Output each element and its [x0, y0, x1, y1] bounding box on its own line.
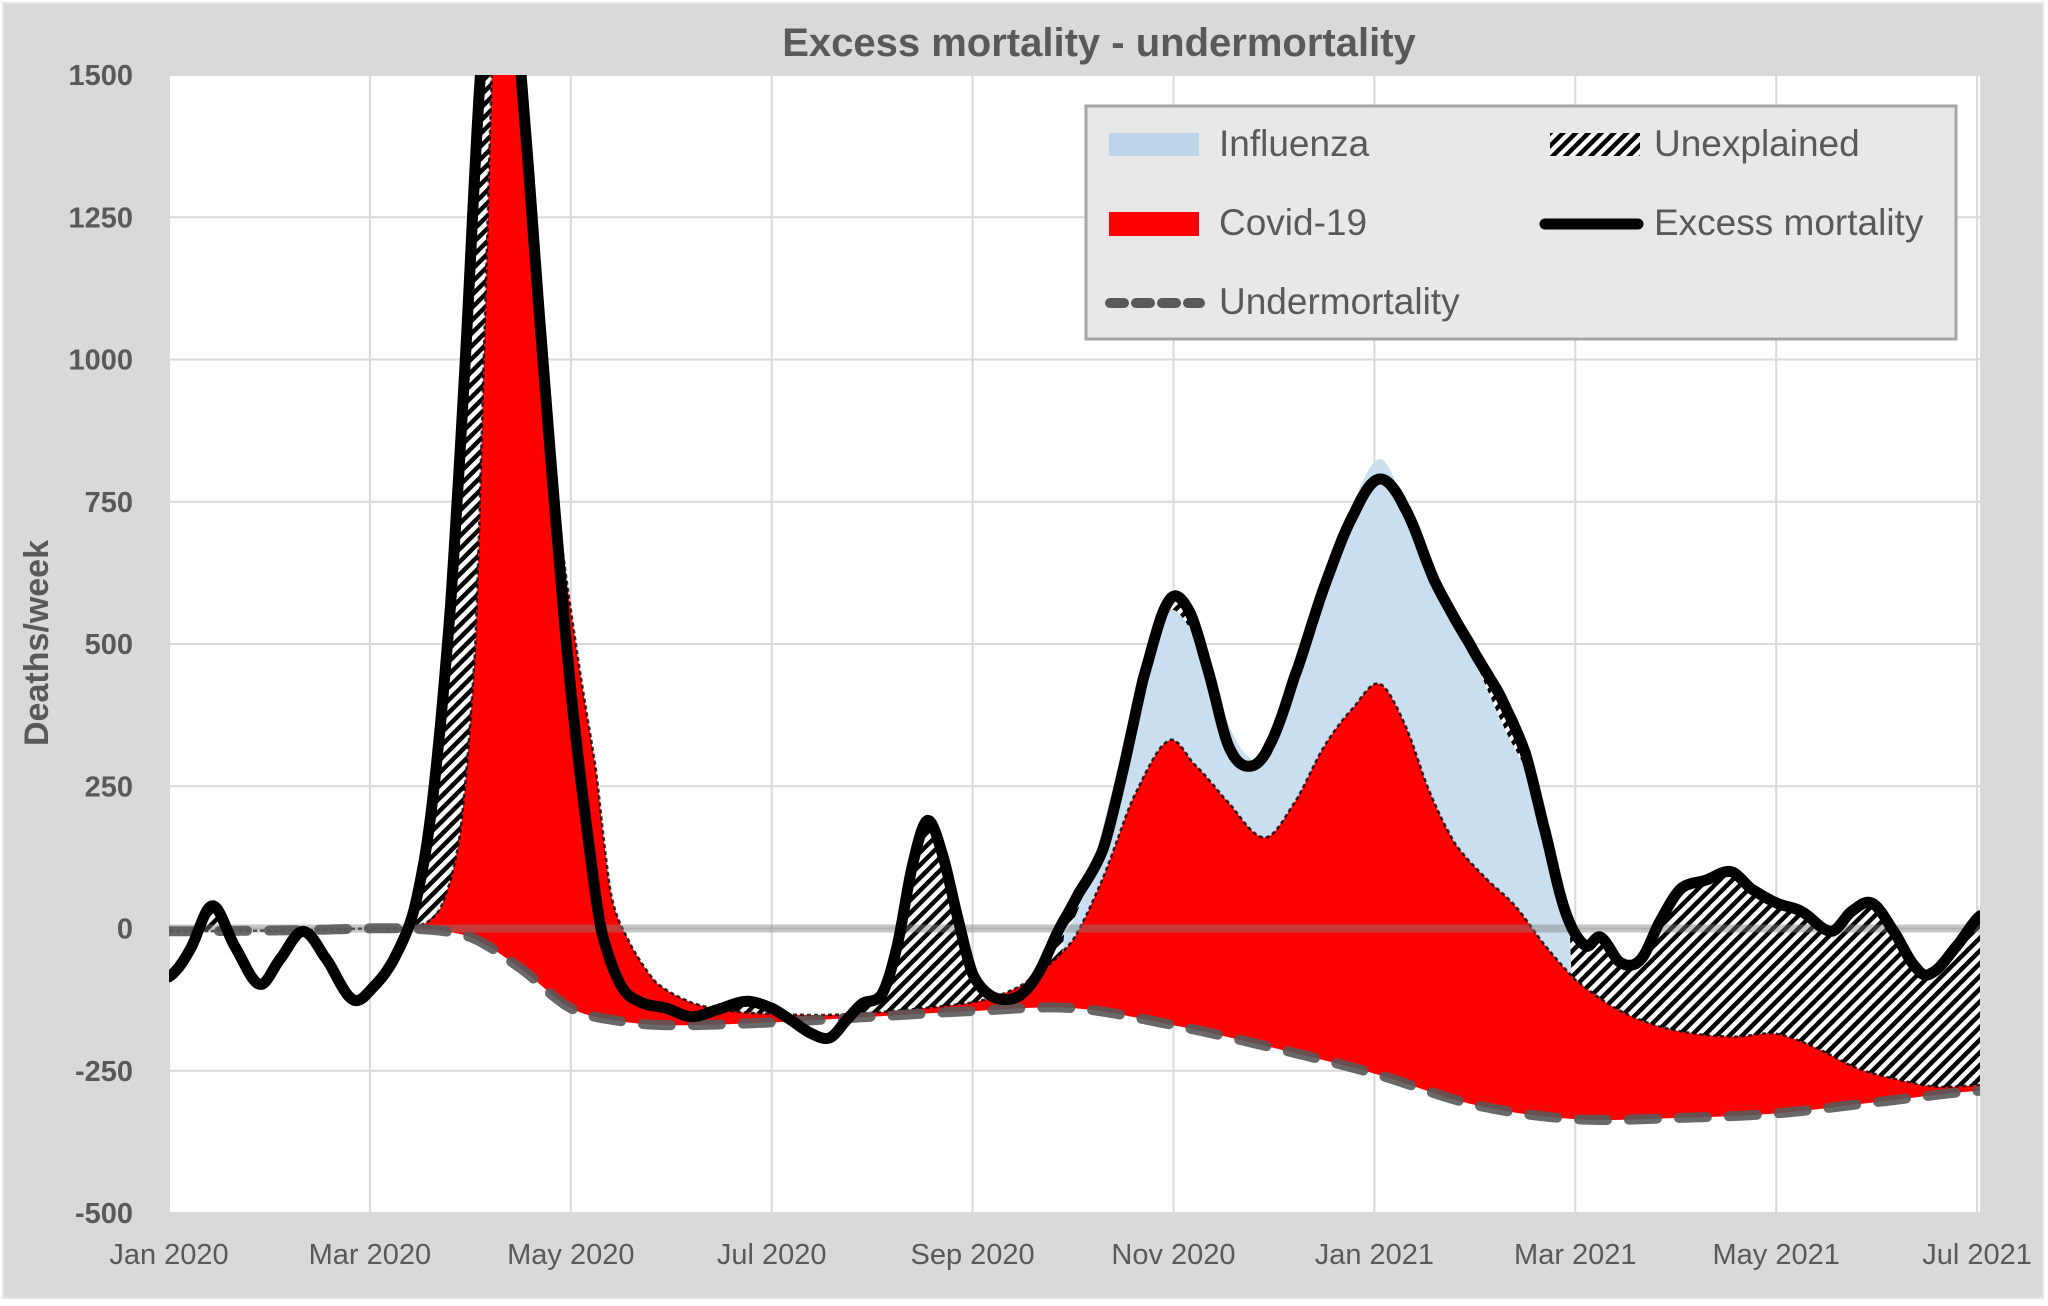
- y-tick-label: 250: [85, 771, 133, 803]
- y-axis-ticks: 1500 1250 1000 750 500 250 0 -250 -500: [68, 60, 133, 1230]
- x-tick-label: May 2020: [507, 1239, 634, 1271]
- y-tick-label: 1000: [68, 345, 133, 377]
- y-tick-label: -500: [75, 1198, 133, 1230]
- legend-label-unexplained: Unexplained: [1654, 123, 1860, 164]
- x-tick-label: May 2021: [1713, 1239, 1840, 1271]
- x-tick-label: Mar 2021: [1514, 1239, 1637, 1271]
- y-tick-label: -250: [75, 1056, 133, 1088]
- area-unexplained: [169, 75, 1980, 1087]
- legend-swatch-covid: [1109, 212, 1199, 236]
- legend-swatch-unexplained: [1550, 133, 1640, 156]
- y-tick-label: 750: [85, 487, 133, 519]
- area-series: [169, 75, 1980, 1120]
- x-axis-ticks: Jan 2020 Mar 2020 May 2020 Jul 2020 Sep 2020…: [109, 1239, 2032, 1271]
- y-tick-label: 1500: [68, 60, 133, 92]
- y-tick-label: 500: [85, 629, 133, 661]
- legend-label-under: Undermortality: [1219, 281, 1460, 322]
- area-covid: [169, 75, 1980, 1120]
- legend-box: [1084, 104, 1958, 341]
- legend-swatch-influenza: [1109, 133, 1199, 156]
- covid-edge: [169, 75, 1980, 1089]
- x-tick-label: Sep 2020: [911, 1239, 1035, 1271]
- chart-title: Excess mortality - undermortality: [782, 21, 1416, 65]
- legend-label-influenza: Influenza: [1219, 123, 1370, 164]
- area-influenza: [169, 75, 1980, 1087]
- legend: Influenza Unexplained Covid-19 Excess mo…: [1084, 104, 1958, 341]
- legend-label-covid: Covid-19: [1219, 202, 1367, 243]
- x-tick-label: Jul 2020: [717, 1239, 827, 1271]
- line-undermortality: [169, 923, 1980, 1125]
- line-series: [169, 75, 1980, 1125]
- y-axis-label: Deaths/week: [18, 540, 56, 746]
- legend-label-excess: Excess mortality: [1654, 202, 1924, 243]
- x-tick-label: Nov 2020: [1111, 1239, 1235, 1271]
- x-tick-label: Jan 2021: [1315, 1239, 1434, 1271]
- x-tick-label: Jul 2021: [1922, 1239, 2032, 1271]
- y-tick-label: 1250: [68, 202, 133, 234]
- line-excess-mortality: [169, 75, 1980, 1044]
- x-tick-label: Jan 2020: [109, 1239, 228, 1271]
- x-tick-label: Mar 2020: [309, 1239, 432, 1271]
- y-tick-label: 0: [117, 914, 133, 946]
